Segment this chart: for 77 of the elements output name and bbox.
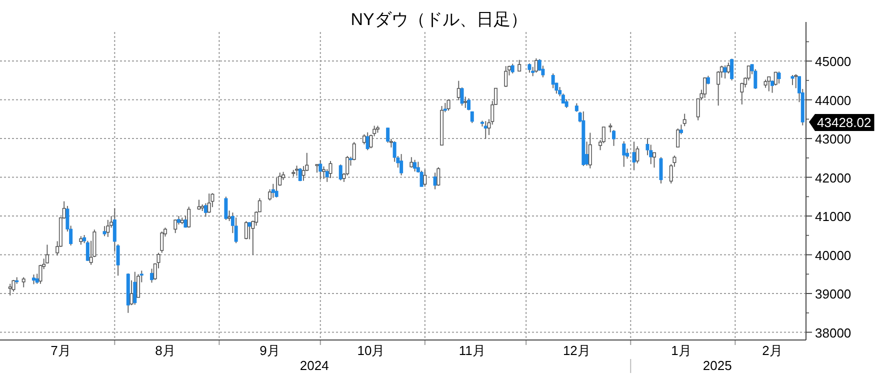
candlestick [730, 58, 734, 81]
candlestick [187, 206, 191, 228]
candlestick [318, 160, 322, 180]
candlestick [723, 64, 727, 79]
x-tick-label: 11月 [458, 343, 486, 358]
candlestick [150, 268, 154, 284]
y-tick-label: 43000 [815, 132, 852, 147]
candlestick [160, 231, 164, 254]
candlestick [133, 271, 137, 306]
y-tick-label: 42000 [815, 170, 852, 186]
candlestick [436, 166, 440, 186]
candlestick [676, 128, 680, 148]
candlestick [174, 219, 178, 234]
candlestick [248, 222, 252, 240]
candlestick [106, 219, 110, 238]
candlestick [703, 76, 707, 98]
candlestick [659, 156, 663, 184]
y-tick-label: 39000 [815, 286, 852, 302]
x-tick-label: 10月 [357, 343, 385, 358]
y-tick-label: 40000 [815, 248, 852, 263]
candlestick [632, 141, 636, 171]
candlestick [551, 72, 555, 89]
candlestick [224, 196, 228, 220]
x-tick-label: 1月 [671, 343, 692, 358]
candlestick [679, 124, 683, 135]
candlestick [298, 167, 302, 182]
candlestick [244, 220, 248, 240]
candlestick [366, 132, 370, 151]
candlestick [456, 80, 460, 101]
candlestick [790, 74, 794, 86]
candlestick [682, 113, 686, 127]
candlestick [8, 283, 12, 296]
candlestick [443, 102, 447, 113]
candlestick [534, 58, 538, 74]
y-tick-label: 41000 [815, 209, 852, 224]
annotation: 43428.02 [817, 114, 872, 130]
text: 2025 [702, 358, 732, 373]
candlestick [767, 76, 771, 92]
candlestick [528, 62, 532, 74]
candlestick [207, 193, 211, 214]
candlestick [777, 71, 781, 84]
y-tick-label: 38000 [815, 325, 852, 340]
x-tick-label: 8月 [155, 343, 176, 358]
candlestick [410, 156, 414, 168]
candlestick [274, 177, 278, 198]
candlestick [338, 164, 342, 181]
candlestick [413, 159, 417, 172]
text: 2024 [300, 358, 329, 373]
candlestick [464, 96, 468, 108]
candlestick [22, 276, 26, 288]
candlestick [328, 160, 332, 179]
candlestick [622, 140, 626, 168]
candlestick [184, 215, 188, 228]
candlestick [770, 80, 774, 94]
candlestick [197, 199, 201, 210]
candlestick [295, 165, 299, 176]
candlestick [588, 132, 592, 169]
candlestick [140, 270, 144, 283]
candlestick [467, 98, 471, 111]
candlestick [446, 98, 450, 112]
candlestick [400, 154, 404, 176]
chart-title: NYダウ（ドル、日足） [350, 10, 528, 29]
candlestick [484, 120, 488, 140]
x-tick-label: 7月 [50, 343, 71, 358]
candlestick [228, 210, 232, 222]
candlestick [504, 66, 508, 88]
y-tick-label: 45000 [815, 54, 852, 70]
candlestick [386, 127, 390, 144]
candlestick [12, 279, 16, 292]
x-tick-label: 12月 [562, 343, 590, 358]
x-tick-label: 9月 [260, 343, 280, 358]
candlestick [794, 74, 798, 89]
candlestick [32, 274, 36, 285]
y-tick-label: 44000 [815, 92, 852, 108]
candlestick [423, 169, 427, 188]
candlestick [510, 63, 514, 74]
x-tick-label: 2月 [762, 343, 782, 358]
